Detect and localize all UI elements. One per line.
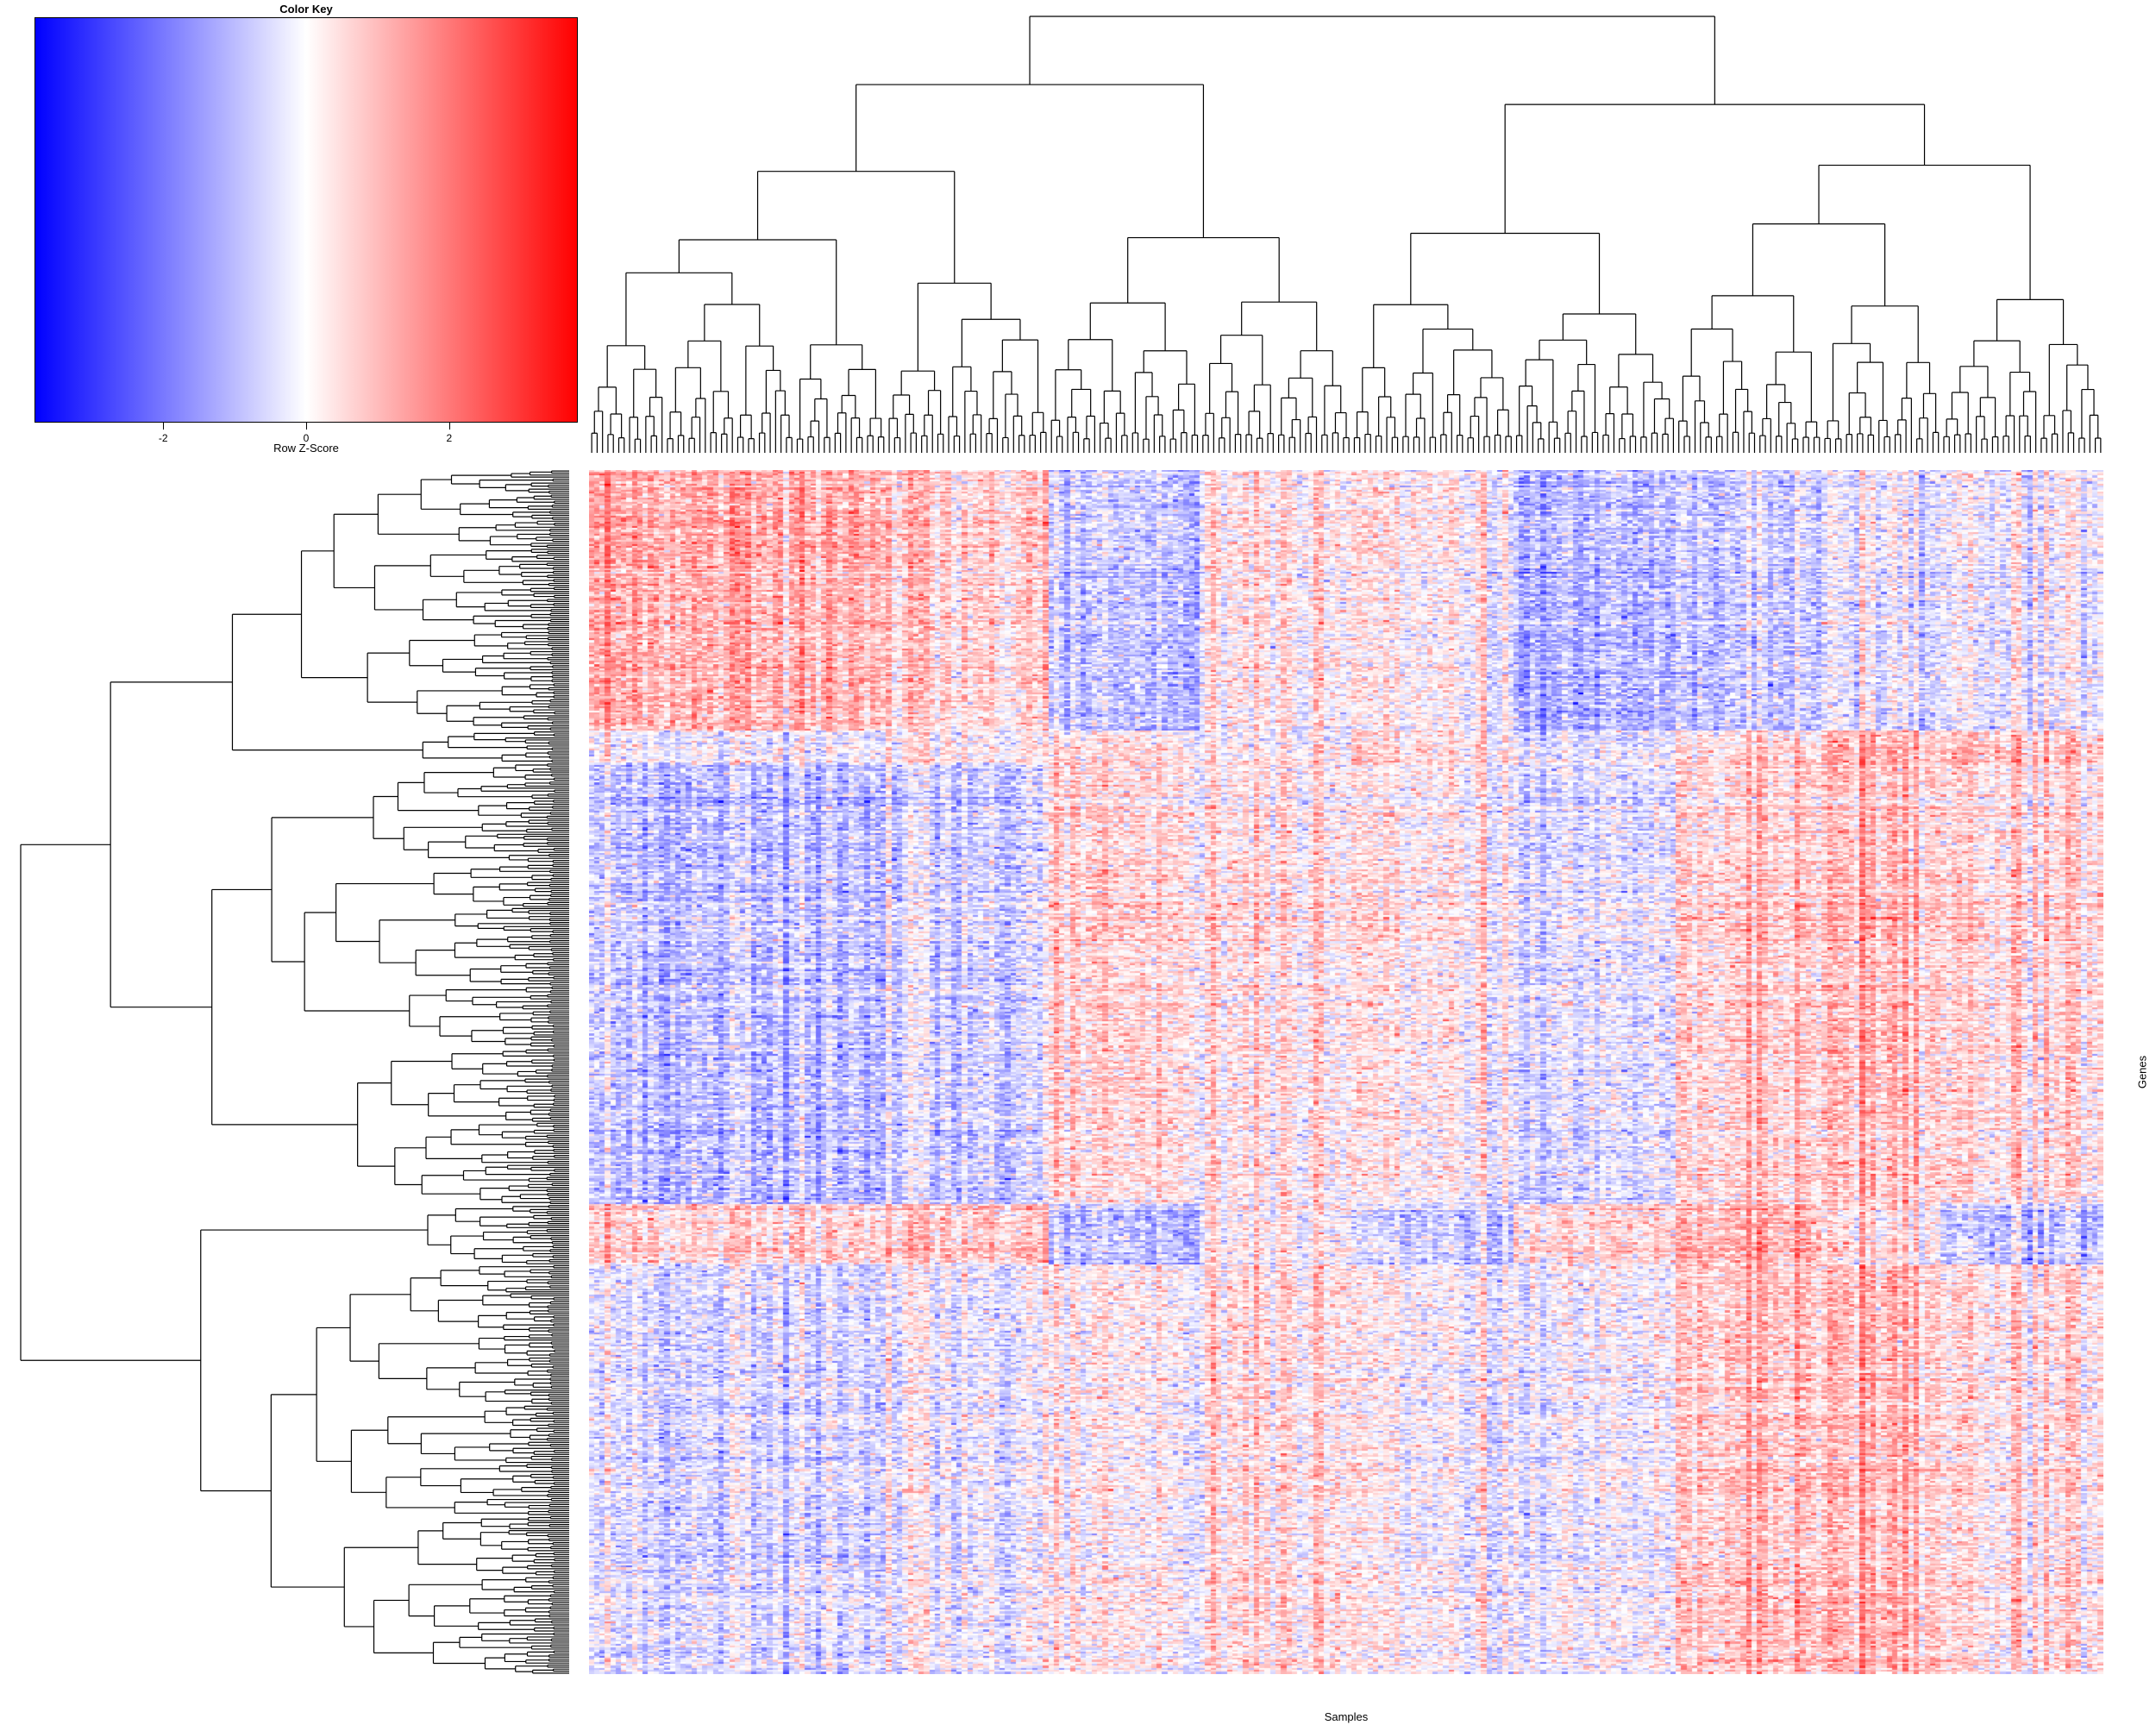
color-key-tick [306,423,307,430]
row-dendrogram-branches [21,471,569,1673]
color-key-tick [163,423,165,430]
column-dendrogram-branches [592,16,2101,453]
color-key-gradient [34,17,578,423]
row-dendrogram [17,470,569,1674]
heatmap-grid [589,470,2103,1674]
color-key-title: Color Key [279,3,333,16]
column-dendrogram [589,13,2103,453]
x-axis-label: Samples [1324,1710,1369,1723]
color-key-tick [448,423,450,430]
color-key-tick-label: 0 [303,432,310,444]
color-key-xlabel: Row Z-Score [273,442,339,455]
color-key-tick-label: 2 [446,432,453,444]
y-axis-label: Genes [2135,1055,2149,1089]
color-key-tick-label: -2 [158,432,168,444]
